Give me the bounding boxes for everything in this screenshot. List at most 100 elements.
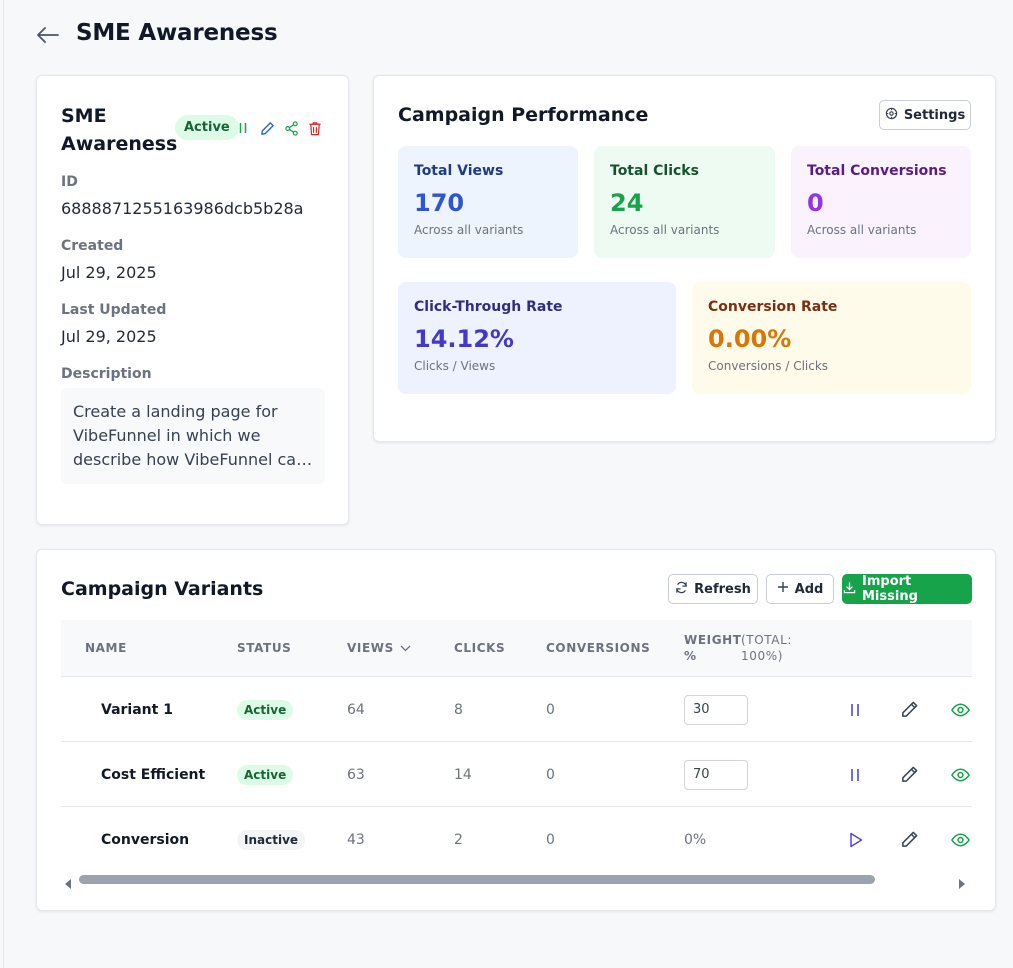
variant-views: 64: [347, 701, 365, 718]
sort-chevron-down-icon: [400, 641, 411, 655]
col-views-sort[interactable]: VIEWS: [347, 641, 411, 655]
preview-eye-icon[interactable]: [951, 677, 970, 742]
edit-icon[interactable]: [900, 742, 919, 807]
total-views-value: 170: [414, 189, 465, 217]
pause-icon[interactable]: [235, 120, 251, 136]
variant-name: Variant 1: [101, 701, 173, 718]
download-icon: [843, 581, 856, 598]
total-clicks-value: 24: [610, 189, 644, 217]
share-icon[interactable]: [283, 120, 299, 136]
page-title: SME Awareness: [76, 20, 278, 46]
preview-eye-icon[interactable]: [951, 807, 970, 872]
col-status: STATUS: [237, 641, 292, 655]
col-conversions: CONVERSIONS: [546, 641, 651, 655]
col-weight: WEIGHT: [684, 633, 742, 647]
status-badge: Active: [175, 115, 239, 140]
col-weight-pct: %: [684, 649, 697, 663]
col-name: NAME: [85, 641, 127, 655]
campaign-variants-card: Campaign Variants Refresh Add Import Mis…: [36, 549, 996, 911]
campaign-performance-card: Campaign Performance Settings Total View…: [373, 75, 996, 442]
pause-icon[interactable]: [849, 677, 861, 742]
total-clicks-label: Total Clicks: [610, 163, 699, 179]
table-row: Cost Efficient Active 63 14 0: [61, 742, 972, 807]
variant-clicks: 14: [454, 766, 472, 783]
variant-conversions: 0: [546, 766, 555, 783]
table-row: Variant 1 Active 64 8 0: [61, 677, 972, 742]
ctr-stat: Click-Through Rate 14.12% Clicks / Views: [398, 282, 676, 394]
ctr-sub: Clicks / Views: [414, 359, 496, 373]
description-box: Create a landing page for VibeFunnel in …: [61, 388, 325, 484]
variant-name: Cost Efficient: [101, 766, 206, 783]
total-views-sub: Across all variants: [414, 223, 524, 237]
variant-status-badge: Active: [237, 699, 294, 720]
variant-conversions: 0: [546, 831, 555, 848]
back-arrow-icon[interactable]: [36, 24, 60, 46]
total-conversions-stat: Total Conversions 0 Across all variants: [791, 146, 971, 258]
col-weight-total-label: (TOTAL:: [741, 633, 792, 647]
import-missing-button[interactable]: Import Missing: [842, 574, 972, 604]
total-views-stat: Total Views 170 Across all variants: [398, 146, 578, 258]
campaign-name: SME Awareness: [61, 105, 178, 155]
scroll-right-arrow-icon[interactable]: [959, 874, 965, 893]
pause-icon[interactable]: [849, 742, 861, 807]
settings-icon: [885, 107, 898, 124]
edit-icon[interactable]: [900, 807, 919, 872]
created-label: Created: [61, 238, 124, 254]
total-clicks-sub: Across all variants: [610, 223, 720, 237]
scroll-left-arrow-icon[interactable]: [65, 874, 71, 893]
delete-icon[interactable]: [307, 120, 323, 136]
variant-views: 63: [347, 766, 365, 783]
description-label: Description: [61, 366, 152, 382]
variant-conversions: 0: [546, 701, 555, 718]
ctr-label: Click-Through Rate: [414, 299, 563, 315]
plus-icon: [777, 581, 789, 597]
total-conversions-label: Total Conversions: [807, 163, 947, 179]
import-label: Import Missing: [862, 574, 918, 604]
weight-input[interactable]: [684, 694, 748, 725]
edit-icon[interactable]: [259, 120, 275, 136]
id-label: ID: [61, 174, 78, 190]
campaign-info-card: SME Awareness Active ID 6888871255163986…: [36, 75, 349, 525]
scrollbar-thumb[interactable]: [79, 875, 875, 884]
variant-name: Conversion: [101, 831, 190, 848]
refresh-label: Refresh: [694, 581, 751, 597]
edit-icon[interactable]: [900, 677, 919, 742]
add-variant-button[interactable]: Add: [766, 574, 834, 604]
last-updated-value: Jul 29, 2025: [61, 327, 157, 346]
col-clicks: CLICKS: [454, 641, 506, 655]
settings-button[interactable]: Settings: [879, 100, 971, 130]
variant-clicks: 8: [454, 701, 463, 718]
conversion-rate-value: 0.00%: [708, 325, 792, 353]
horizontal-scrollbar[interactable]: [61, 871, 972, 889]
total-conversions-sub: Across all variants: [807, 223, 917, 237]
variant-weight: 0%: [684, 831, 707, 848]
refresh-button[interactable]: Refresh: [668, 574, 758, 604]
total-views-label: Total Views: [414, 163, 504, 179]
weight-input[interactable]: [684, 759, 748, 790]
performance-title: Campaign Performance: [398, 104, 649, 126]
variant-views: 43: [347, 831, 365, 848]
col-weight-total-value: 100%): [741, 649, 783, 663]
description-text: Create a landing page for VibeFunnel in …: [73, 402, 307, 469]
total-clicks-stat: Total Clicks 24 Across all variants: [594, 146, 775, 258]
play-icon[interactable]: [849, 807, 863, 872]
ctr-value: 14.12%: [414, 325, 514, 353]
variants-table-header: NAME STATUS VIEWS CLICKS CONVERSIONS WEI…: [61, 620, 972, 677]
conversion-rate-label: Conversion Rate: [708, 299, 838, 315]
table-row: Conversion Inactive 43 2 0 0%: [61, 807, 972, 872]
variant-status-badge: Inactive: [237, 829, 306, 850]
variant-status-badge: Active: [237, 764, 294, 785]
variant-clicks: 2: [454, 831, 463, 848]
created-value: Jul 29, 2025: [61, 263, 157, 282]
refresh-icon: [675, 581, 688, 598]
variants-title: Campaign Variants: [61, 578, 264, 600]
campaign-actions: [235, 120, 323, 136]
preview-eye-icon[interactable]: [951, 742, 970, 807]
col-views: VIEWS: [347, 641, 394, 655]
conversion-rate-stat: Conversion Rate 0.00% Conversions / Clic…: [692, 282, 971, 394]
settings-label: Settings: [903, 107, 966, 123]
id-value: 6888871255163986dcb5b28a: [61, 199, 304, 218]
conversion-rate-sub: Conversions / Clicks: [708, 359, 829, 373]
add-label: Add: [794, 581, 824, 597]
total-conversions-value: 0: [807, 189, 824, 217]
